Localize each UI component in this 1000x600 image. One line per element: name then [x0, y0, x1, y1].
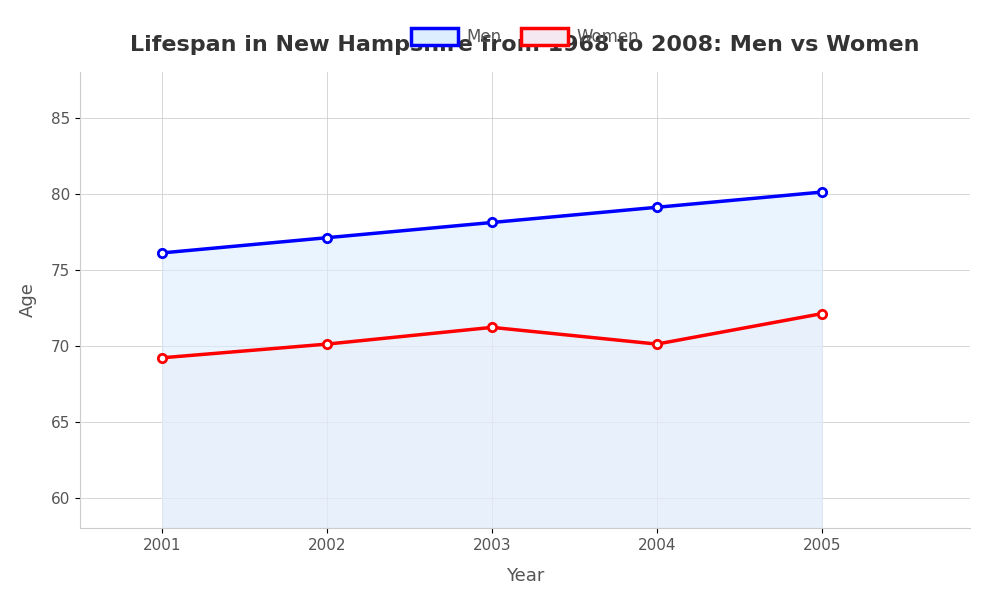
Title: Lifespan in New Hampshire from 1968 to 2008: Men vs Women: Lifespan in New Hampshire from 1968 to 2…	[130, 35, 920, 55]
X-axis label: Year: Year	[506, 566, 544, 584]
Legend: Men, Women: Men, Women	[404, 21, 646, 53]
Y-axis label: Age: Age	[19, 283, 37, 317]
